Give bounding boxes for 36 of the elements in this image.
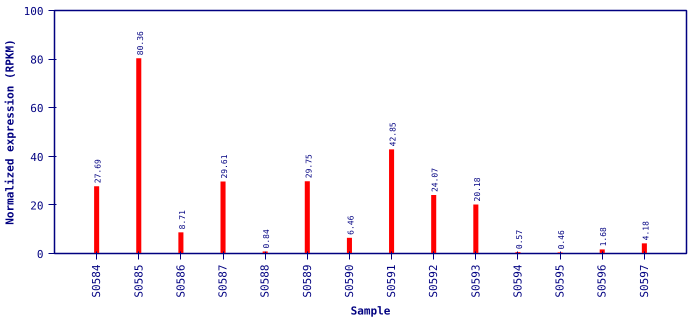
data-label: 42.85 [388, 122, 398, 146]
data-label: 0.46 [557, 230, 566, 250]
x-tick-label: S0590 [342, 264, 356, 298]
y-tick-label: 100 [24, 5, 44, 18]
x-tick-label: S0588 [258, 264, 272, 298]
x-tick-label: S0587 [216, 264, 230, 298]
data-label: 6.46 [346, 215, 356, 235]
x-tick-label: S0591 [385, 264, 398, 298]
data-label: 1.68 [599, 226, 608, 246]
y-tick-label: 80 [30, 54, 44, 67]
y-tick-label: 60 [30, 102, 44, 116]
y-axis-title: Normalized expression (RPKM) [4, 39, 17, 225]
x-tick-label: S0586 [174, 264, 188, 298]
x-axis-title: Sample [350, 304, 391, 318]
data-label: 80.36 [136, 30, 145, 56]
data-label: 27.69 [94, 158, 103, 184]
data-label: 8.71 [178, 210, 187, 230]
data-label: 4.18 [641, 220, 650, 240]
y-tick-label: 20 [30, 199, 44, 212]
x-tick-label: S0592 [427, 264, 440, 298]
x-tick-label: S0597 [638, 264, 651, 298]
x-tick-label: S0594 [511, 264, 524, 298]
x-tick-label: S0596 [596, 264, 609, 298]
data-label: 0.84 [262, 229, 272, 248]
x-tick-label: S0585 [132, 264, 146, 298]
data-label: 29.75 [304, 154, 314, 178]
x-tick-label: S0595 [554, 264, 567, 298]
data-label: 29.61 [220, 154, 230, 179]
y-tick-label: 40 [30, 150, 44, 164]
data-label: 0.57 [514, 230, 524, 250]
x-tick-label: S0584 [90, 264, 104, 298]
x-tick-label: S0589 [300, 264, 314, 298]
y-tick-label: 0 [36, 248, 44, 261]
data-label: 20.18 [472, 177, 482, 202]
data-label: 24.07 [430, 168, 440, 192]
x-tick-label: S0593 [469, 264, 482, 298]
